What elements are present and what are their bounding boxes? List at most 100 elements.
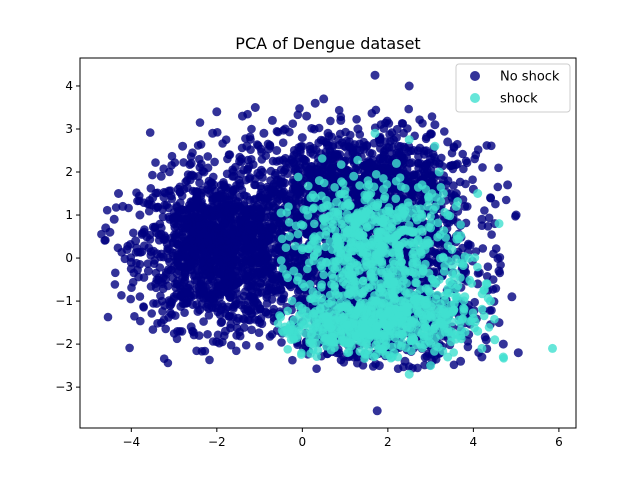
no-shock-point: [312, 364, 321, 374]
shock-point: [380, 192, 390, 201]
no-shock-point: [100, 236, 109, 245]
no-shock-point: [246, 283, 256, 293]
no-shock-point: [231, 284, 241, 294]
no-shock-point: [159, 193, 169, 202]
no-shock-point: [302, 111, 312, 121]
no-shock-point: [118, 201, 128, 211]
shock-point: [291, 241, 300, 251]
no-shock-point: [178, 299, 188, 309]
no-shock-point: [125, 343, 134, 353]
shock-point: [305, 338, 314, 348]
no-shock-point: [334, 105, 344, 115]
no-shock-point: [278, 188, 288, 198]
no-shock-point: [122, 245, 132, 254]
no-shock-point: [230, 300, 239, 310]
shock-point: [295, 310, 304, 320]
no-shock-point: [291, 257, 301, 267]
no-shock-point: [229, 185, 238, 195]
no-shock-point: [288, 119, 298, 128]
shock-point: [373, 329, 382, 339]
no-shock-point: [143, 259, 153, 269]
no-shock-point: [226, 340, 236, 350]
no-shock-point: [186, 322, 196, 332]
shock-point: [342, 320, 352, 330]
shock-point: [351, 331, 360, 341]
no-shock-point: [384, 119, 394, 128]
no-shock-point: [487, 230, 496, 239]
no-shock-point: [208, 128, 218, 138]
shock-point: [344, 341, 354, 351]
no-shock-point: [276, 296, 286, 306]
no-shock-point: [255, 192, 264, 202]
no-shock-point: [249, 220, 259, 230]
no-shock-point: [414, 158, 423, 168]
no-shock-point: [195, 236, 204, 245]
no-shock-point: [135, 210, 145, 220]
shock-point: [401, 184, 410, 193]
shock-point: [414, 308, 424, 317]
no-shock-point: [217, 236, 226, 245]
no-shock-point: [148, 325, 158, 334]
no-shock-point: [493, 182, 503, 192]
no-shock-point: [309, 144, 318, 153]
shock-point: [338, 313, 348, 322]
no-shock-point: [285, 158, 294, 168]
no-shock-point: [288, 248, 298, 258]
no-shock-point: [449, 142, 459, 151]
no-shock-point: [143, 266, 153, 276]
shock-point: [431, 193, 441, 202]
no-shock-point: [151, 203, 161, 213]
no-shock-point: [247, 245, 256, 255]
no-shock-point: [210, 246, 220, 256]
no-shock-point: [216, 222, 226, 232]
shock-point: [375, 344, 385, 353]
no-shock-point: [232, 346, 241, 356]
no-shock-point: [264, 144, 274, 154]
no-shock-point: [212, 107, 222, 117]
no-shock-point: [238, 111, 247, 121]
no-shock-point: [169, 292, 179, 302]
no-shock-point: [463, 342, 473, 352]
no-shock-point: [203, 233, 212, 242]
no-shock-point: [483, 262, 493, 272]
no-shock-point: [255, 318, 265, 328]
no-shock-point: [254, 328, 264, 338]
no-shock-point: [152, 249, 162, 259]
no-shock-point: [456, 356, 466, 366]
no-shock-point: [481, 335, 491, 345]
no-shock-point: [470, 297, 480, 307]
no-shock-point: [407, 158, 417, 167]
no-shock-point: [195, 118, 205, 127]
no-shock-point: [308, 150, 318, 159]
no-shock-point: [268, 156, 278, 166]
no-shock-point: [327, 163, 337, 173]
no-shock-point: [220, 200, 230, 209]
no-shock-point: [212, 197, 222, 207]
no-shock-point: [114, 189, 123, 198]
no-shock-point: [203, 152, 213, 161]
no-shock-point: [265, 332, 275, 341]
no-shock-point: [443, 137, 453, 147]
shock-point: [384, 203, 394, 212]
no-shock-point: [269, 212, 279, 222]
shock-point: [306, 349, 315, 358]
no-shock-point: [182, 288, 192, 297]
no-shock-point: [111, 203, 121, 212]
shock-point: [353, 155, 362, 165]
no-shock-point: [299, 154, 309, 164]
no-shock-point: [484, 213, 494, 223]
no-shock-point: [459, 164, 468, 174]
no-shock-point: [129, 228, 138, 238]
no-shock-point: [483, 222, 493, 231]
shock-point: [292, 333, 302, 343]
shock-point: [449, 348, 459, 357]
no-shock-point: [256, 181, 265, 191]
no-shock-point: [384, 143, 394, 152]
no-shock-point: [172, 201, 181, 210]
no-shock-point: [113, 243, 123, 253]
no-shock-point: [200, 209, 210, 219]
shock-point: [371, 170, 381, 179]
no-shock-point: [149, 299, 158, 308]
no-shock-point: [195, 178, 204, 188]
shock-point: [294, 301, 304, 311]
